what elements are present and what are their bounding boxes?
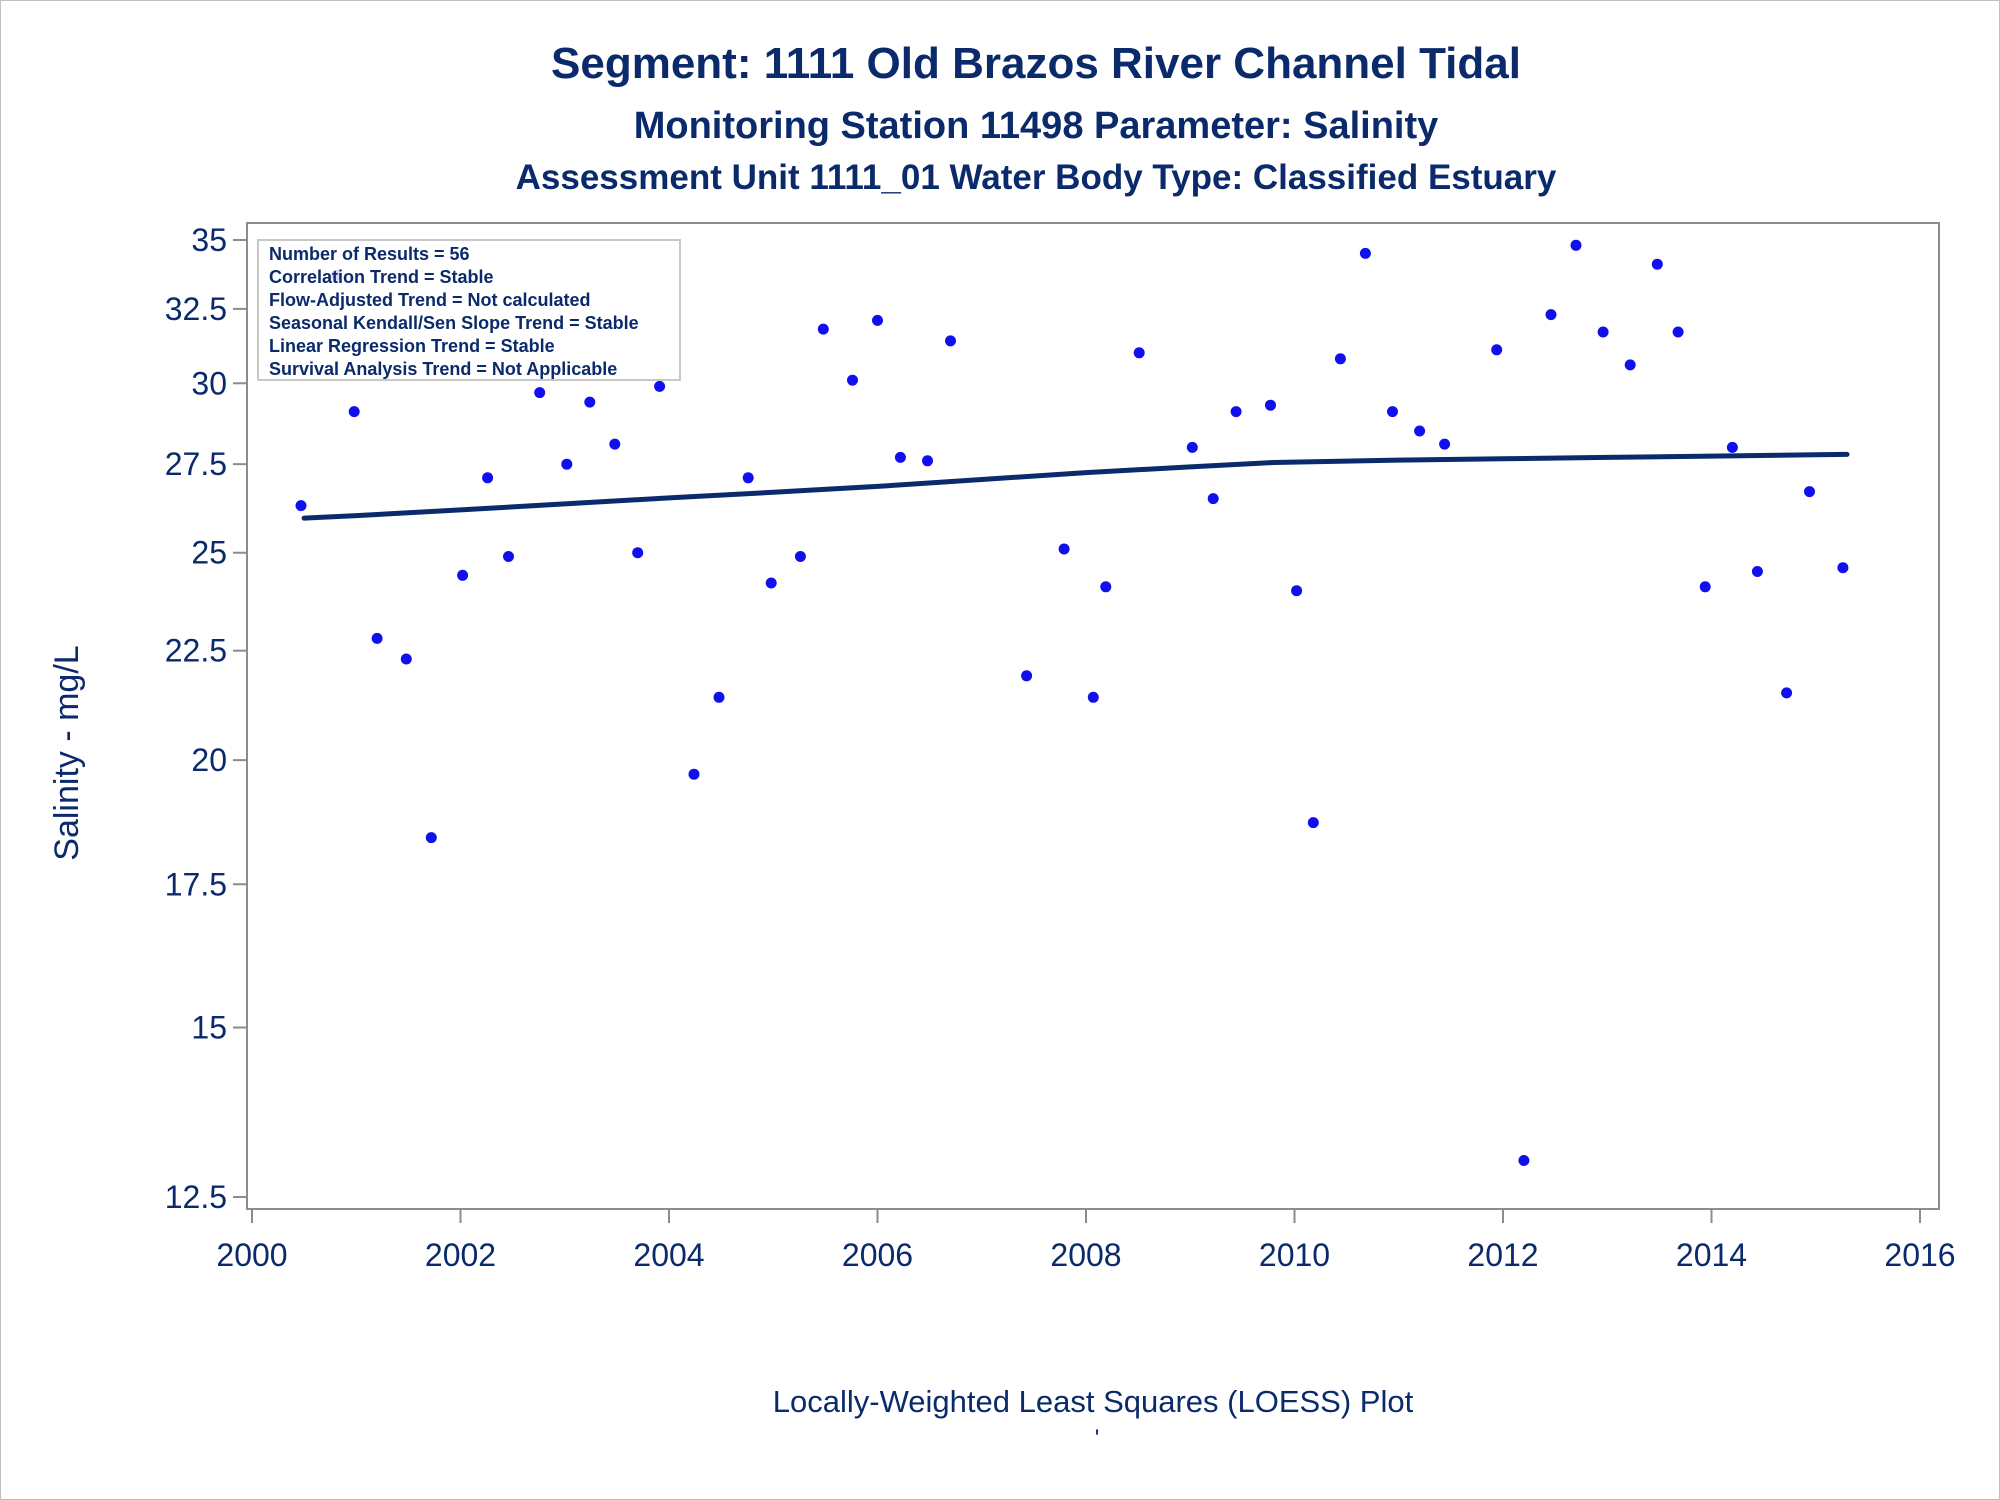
data-point: [847, 374, 858, 386]
data-point: [1207, 493, 1219, 505]
data-point: [425, 832, 437, 844]
data-point: [482, 472, 494, 484]
data-point: [1804, 486, 1815, 498]
data-point: [1518, 1155, 1530, 1166]
y-axis: 12.5 15 17.5 20 22.5 25 27.5 30 32.5 35: [165, 222, 247, 1215]
data-point: [1307, 817, 1319, 829]
data-point: [348, 406, 360, 418]
data-point: [1265, 399, 1276, 411]
data-point: [534, 387, 546, 399]
data-point: [765, 577, 777, 589]
x-tick-label: 2002: [425, 1237, 496, 1273]
data-point: [1624, 359, 1636, 371]
data-point: [1021, 670, 1033, 682]
data-point: [1726, 441, 1738, 453]
stats-legend-line-1: Number of Results = 56: [269, 244, 470, 264]
data-point: [1186, 441, 1198, 453]
y-tick-label: 25: [191, 535, 227, 571]
stats-legend-line-2: Correlation Trend = Stable: [269, 267, 494, 287]
x-tick-label: 2006: [842, 1237, 913, 1273]
loess-trend-line: [301, 451, 1850, 521]
data-point: [688, 768, 700, 780]
data-point: [1291, 585, 1303, 597]
y-tick-label: 12.5: [165, 1179, 227, 1215]
data-point: [1133, 347, 1145, 359]
data-point: [1414, 425, 1426, 437]
data-point: [371, 632, 383, 644]
stats-legend-line-4: Seasonal Kendall/Sen Slope Trend = Stabl…: [269, 313, 639, 333]
data-point: [503, 551, 514, 562]
data-point: [1545, 309, 1557, 321]
stats-legend-line-5: Linear Regression Trend = Stable: [269, 336, 555, 356]
data-point: [1837, 562, 1849, 574]
chart-subtitle: Monitoring Station 11498 Parameter: Sali…: [634, 105, 1439, 147]
data-point: [1597, 326, 1609, 338]
data-point: [1699, 581, 1711, 593]
stats-legend-box: [257, 239, 681, 381]
data-point: [654, 380, 666, 392]
y-axis-label: Salinity - mg/L: [48, 645, 86, 860]
x-tick-label: 2010: [1259, 1237, 1330, 1273]
data-point: [872, 314, 883, 326]
stats-legend-line-3: Flow-Adjusted Trend = Not calculated: [269, 290, 591, 310]
chart-title: Segment: 1111 Old Brazos River Channel T…: [551, 39, 1521, 88]
stats-legend: Number of Results = 56 Correlation Trend…: [257, 239, 681, 381]
footnote: Locally-Weighted Least Squares (LOESS) P…: [773, 1384, 1414, 1419]
data-point: [742, 472, 754, 484]
y-tick-label: 20: [191, 742, 227, 778]
loess-layer: [301, 451, 1850, 521]
x-tick-label: 2000: [216, 1237, 287, 1273]
data-point: [400, 653, 412, 665]
data-point: [1058, 543, 1070, 555]
data-point: [1387, 406, 1398, 418]
data-point: [713, 691, 725, 703]
data-point: [584, 396, 596, 408]
data-point: [894, 451, 906, 463]
data-point: [1439, 438, 1451, 450]
x-tick-label: 2016: [1884, 1237, 1955, 1273]
y-tick-label: 35: [191, 222, 227, 258]
data-point: [794, 551, 806, 562]
data-point: [632, 547, 644, 559]
data-point: [561, 458, 573, 470]
data-point: [1087, 691, 1099, 703]
y-tick-label: 22.5: [165, 633, 227, 669]
data-point: [1334, 353, 1346, 365]
stats-legend-line-6: Survival Analysis Trend = Not Applicable: [269, 359, 617, 379]
y-tick-label: 30: [191, 365, 227, 401]
data-point: [1100, 581, 1112, 593]
y-tick-label: 27.5: [165, 446, 227, 482]
chart-subtitle-2: Assessment Unit 1111_01 Water Body Type:…: [516, 158, 1557, 197]
data-point: [1651, 258, 1663, 270]
data-point: [1751, 566, 1763, 577]
y-tick-label: 17.5: [165, 866, 227, 902]
data-point: [1491, 344, 1503, 356]
x-tick-label: 2004: [633, 1237, 704, 1273]
x-tick-label: 2008: [1050, 1237, 1121, 1273]
y-tick-label: 15: [191, 1010, 227, 1046]
data-point: [1359, 247, 1371, 259]
data-point: [945, 335, 956, 347]
data-point: [295, 500, 307, 512]
plot-area: [246, 222, 1940, 1210]
data-point: [1230, 406, 1242, 418]
data-point: [609, 438, 621, 450]
data-point: [817, 323, 829, 335]
data-point: [1672, 326, 1684, 338]
data-point: [1570, 239, 1582, 251]
y-tick-label: 32.5: [165, 291, 227, 327]
x-tick-label: 2012: [1467, 1237, 1538, 1273]
x-axis: 2000 2002 2004 2006 2008 2010 2012 2014 2016: [216, 1209, 1956, 1273]
data-point: [922, 455, 933, 467]
data-point: [457, 569, 469, 581]
x-tick-label: 2014: [1676, 1237, 1747, 1273]
points-layer: [295, 239, 1849, 1166]
footnote-mark: ': [1095, 1425, 1100, 1452]
data-point: [1781, 687, 1793, 699]
